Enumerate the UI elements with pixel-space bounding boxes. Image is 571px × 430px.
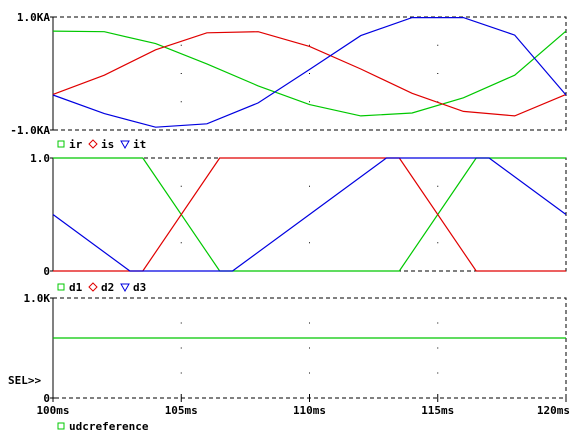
grid-dot bbox=[180, 347, 182, 349]
legend-label-udcreference: udcreference bbox=[69, 420, 149, 430]
grid-dot bbox=[309, 347, 310, 349]
legend-label-d1: d1 bbox=[69, 281, 83, 294]
x-tick-label-4: 120ms bbox=[537, 404, 570, 417]
grid-dot bbox=[437, 73, 439, 74]
series-line-d3 bbox=[52, 157, 567, 272]
x-tick-label-0: 100ms bbox=[36, 404, 69, 417]
grid-dot bbox=[437, 44, 439, 46]
series-line-is bbox=[52, 31, 567, 117]
plot-frame-1 bbox=[52, 16, 567, 131]
grid-dot bbox=[180, 101, 182, 103]
grid-dot bbox=[437, 322, 439, 324]
legend-marker-d1 bbox=[57, 283, 65, 291]
grid-dot bbox=[309, 372, 310, 374]
grid-dot bbox=[180, 242, 182, 244]
grid-dot bbox=[309, 185, 310, 187]
y-tick-label-3-0: 1.0K bbox=[24, 292, 51, 305]
y-tick-label-1-1: -1.0KA bbox=[10, 124, 50, 137]
legend-label-is: is bbox=[101, 138, 114, 151]
legend-marker-ir bbox=[57, 140, 65, 148]
legend-label-d3: d3 bbox=[133, 281, 146, 294]
y-tick-label-3-1: 0 bbox=[43, 392, 50, 405]
grid-dot bbox=[309, 101, 310, 103]
x-tick-label-1: 105ms bbox=[165, 404, 198, 417]
legend-label-it: it bbox=[133, 138, 146, 151]
grid-dot bbox=[437, 347, 439, 349]
x-tick-label-3: 115ms bbox=[421, 404, 454, 417]
legend-label-d2: d2 bbox=[101, 281, 114, 294]
y-tick-label-1-0: 1.0KA bbox=[17, 11, 50, 24]
y-tick-label-2-1: 0 bbox=[43, 265, 50, 278]
x-tick-label-2: 110ms bbox=[293, 404, 326, 417]
legend-marker-udcreference bbox=[57, 422, 65, 430]
grid-dot bbox=[180, 322, 182, 324]
selector-label: SEL>> bbox=[8, 374, 41, 387]
grid-dot bbox=[309, 44, 310, 46]
y-tick-label-2-0: 1.0 bbox=[30, 152, 50, 165]
grid-dot bbox=[309, 322, 310, 324]
legend-marker-d3 bbox=[120, 283, 130, 293]
grid-dot bbox=[437, 242, 439, 244]
legend-marker-is bbox=[88, 139, 98, 149]
grid-dot bbox=[180, 73, 182, 74]
grid-dot bbox=[437, 372, 439, 374]
grid-dot bbox=[180, 44, 182, 46]
legend-label-ir: ir bbox=[69, 138, 83, 151]
grid-dot bbox=[309, 242, 310, 244]
grid-dot bbox=[437, 185, 439, 187]
grid-dot bbox=[180, 185, 182, 187]
grid-dot bbox=[180, 372, 182, 374]
series-line-ir bbox=[52, 30, 567, 117]
legend-marker-it bbox=[120, 140, 130, 150]
legend-marker-d2 bbox=[88, 282, 98, 292]
series-line-it bbox=[52, 17, 567, 128]
grid-dot bbox=[309, 73, 310, 74]
